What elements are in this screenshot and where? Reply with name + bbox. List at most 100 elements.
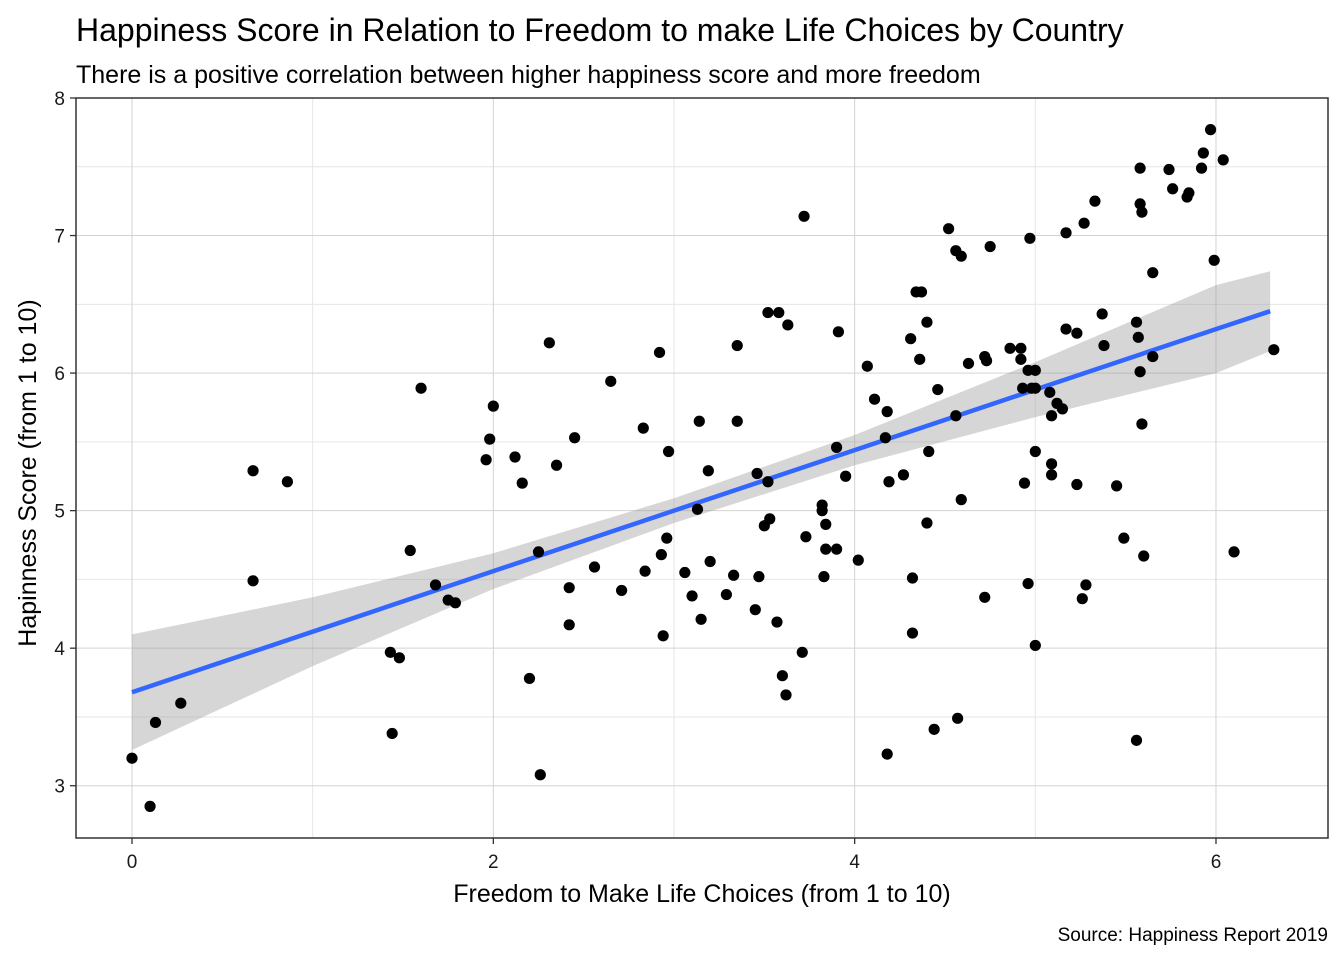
y-tick-label: 3 <box>54 777 65 798</box>
y-tick-label: 5 <box>54 502 65 523</box>
data-point <box>1208 254 1220 266</box>
data-point <box>1111 480 1123 492</box>
data-point <box>928 723 940 735</box>
data-point <box>523 672 536 685</box>
data-point <box>906 572 919 584</box>
data-point <box>1015 353 1027 365</box>
data-point <box>661 532 673 544</box>
data-point <box>771 616 783 628</box>
data-point <box>247 575 259 587</box>
data-point <box>798 210 810 222</box>
data-point <box>657 630 669 642</box>
data-point <box>616 584 628 597</box>
data-point <box>962 357 975 370</box>
data-point <box>852 554 864 566</box>
data-point <box>543 337 555 349</box>
y-tick-label: 4 <box>54 639 65 660</box>
data-point <box>1060 323 1072 335</box>
data-point <box>1056 403 1069 415</box>
data-point <box>563 582 575 594</box>
data-point <box>1167 183 1179 195</box>
data-point <box>897 469 910 481</box>
data-point <box>534 769 546 781</box>
chart-title: Happiness Score in Relation to Freedom t… <box>76 12 1124 48</box>
y-tick-label: 7 <box>54 227 65 248</box>
data-point <box>702 465 714 477</box>
data-point <box>247 465 259 477</box>
data-point <box>932 383 944 396</box>
data-point <box>731 339 743 352</box>
data-point <box>915 286 928 298</box>
y-axis-ticks: 3 4 5 6 7 8 <box>54 89 76 798</box>
data-point <box>1136 206 1148 218</box>
data-point <box>818 571 830 583</box>
data-point <box>1017 382 1029 394</box>
data-point <box>1044 386 1056 398</box>
y-tick-label: 6 <box>54 364 65 385</box>
data-point <box>905 333 917 345</box>
data-point <box>480 454 492 466</box>
data-point <box>764 513 776 525</box>
data-point <box>979 591 991 603</box>
data-point <box>881 406 893 418</box>
x-axis-title: Freedom to Make Life Choices (from 1 to … <box>453 880 950 908</box>
data-point <box>1136 418 1148 430</box>
data-point <box>921 316 933 328</box>
data-point <box>840 470 852 482</box>
data-point <box>753 571 765 583</box>
data-point <box>691 503 704 515</box>
data-point <box>1183 187 1195 199</box>
data-point <box>429 579 442 591</box>
data-point <box>532 546 545 558</box>
data-point <box>980 355 993 367</box>
data-point <box>820 543 832 555</box>
data-point <box>728 569 740 581</box>
x-axis-ticks: 0 2 4 6 <box>127 838 1221 873</box>
data-point <box>1197 147 1209 159</box>
data-point <box>820 518 832 530</box>
data-point <box>780 689 792 701</box>
data-point <box>943 223 955 235</box>
data-point <box>509 451 521 463</box>
data-point <box>883 476 895 488</box>
data-point <box>1022 577 1034 590</box>
data-point <box>1132 331 1144 343</box>
data-point <box>950 410 962 422</box>
data-point <box>384 646 396 658</box>
data-point <box>1029 364 1041 376</box>
data-point <box>662 445 675 458</box>
data-point <box>1134 162 1146 174</box>
data-point <box>1071 327 1083 339</box>
data-point <box>1204 124 1217 136</box>
data-point <box>563 619 575 631</box>
data-point <box>830 441 843 453</box>
data-point <box>1228 546 1240 558</box>
data-point <box>1071 478 1083 491</box>
data-point <box>1045 458 1058 470</box>
data-point <box>1268 344 1280 356</box>
data-point <box>1076 593 1088 605</box>
plot-panel <box>75 97 1329 839</box>
data-point <box>1163 163 1175 176</box>
data-point <box>1029 639 1041 652</box>
minor-gridlines <box>76 98 1328 838</box>
data-point <box>955 494 967 506</box>
data-point <box>149 716 162 729</box>
data-point <box>1080 579 1092 591</box>
data-point <box>1045 469 1058 481</box>
data-point <box>1118 532 1130 544</box>
data-point <box>921 517 933 529</box>
data-point <box>731 415 743 427</box>
data-point <box>1089 195 1101 207</box>
data-point <box>393 652 405 664</box>
data-point <box>126 752 138 764</box>
data-point <box>637 422 649 434</box>
data-point <box>693 415 705 427</box>
data-point <box>1029 382 1041 394</box>
data-point <box>800 531 812 543</box>
data-point <box>415 382 427 394</box>
data-point <box>914 353 926 365</box>
data-point <box>655 549 667 561</box>
data-point <box>861 360 873 372</box>
data-point <box>762 476 774 488</box>
